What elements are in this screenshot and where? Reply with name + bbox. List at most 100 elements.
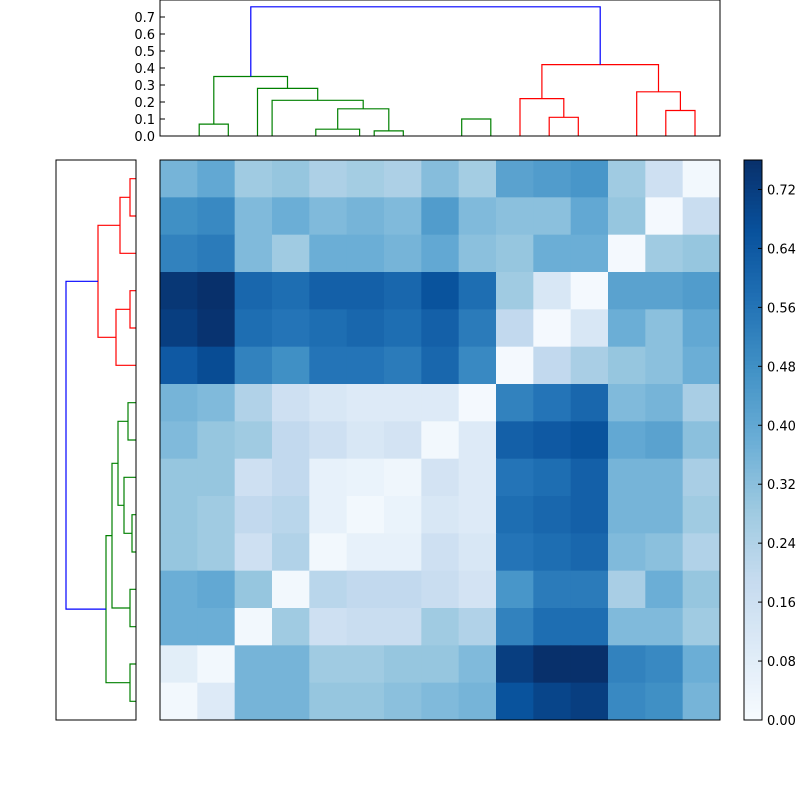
top-dendrogram-frame <box>159 0 721 137</box>
colorbar-band <box>744 656 762 661</box>
colorbar-band <box>744 348 762 353</box>
heatmap-cell <box>346 496 385 534</box>
heatmap-cell <box>458 645 497 684</box>
heatmap-cell <box>197 272 236 310</box>
heatmap-cell <box>346 421 385 460</box>
heatmap-cell <box>160 160 198 198</box>
heatmap-cell <box>645 645 684 684</box>
colorbar-band <box>744 496 762 501</box>
heatmap-cell <box>421 608 460 646</box>
heatmap-cell <box>458 160 497 198</box>
colorbar-band <box>744 164 762 169</box>
heatmap-cell <box>197 608 236 646</box>
heatmap <box>159 159 721 721</box>
heatmap-cell <box>645 346 684 385</box>
heatmap-cell <box>496 608 534 646</box>
heatmap-cell <box>384 682 422 721</box>
heatmap-cell <box>608 645 646 684</box>
colorbar-band <box>744 572 762 577</box>
colorbar-band <box>744 312 762 317</box>
heatmap-cell <box>458 346 497 385</box>
colorbar-band <box>744 384 762 389</box>
heatmap-cell <box>570 234 609 273</box>
heatmap-cell <box>346 272 385 310</box>
colorbar-band <box>744 416 762 421</box>
heatmap-cell <box>458 570 497 609</box>
heatmap-cell <box>608 533 646 572</box>
colorbar-band <box>744 308 762 313</box>
heatmap-cell <box>160 458 198 497</box>
colorbar-band <box>744 268 762 273</box>
colorbar-band <box>744 680 762 685</box>
heatmap-cell <box>458 272 497 310</box>
heatmap-cell <box>496 421 534 460</box>
heatmap-cell <box>234 421 273 460</box>
heatmap-cell <box>608 160 646 198</box>
colorbar-band <box>744 460 762 465</box>
heatmap-cell <box>160 272 198 310</box>
colorbar-band <box>744 684 762 689</box>
heatmap-cell <box>496 570 534 609</box>
heatmap-cell <box>533 234 572 273</box>
colorbar-band <box>744 192 762 197</box>
heatmap-cell <box>160 608 198 646</box>
heatmap-cell <box>346 608 385 646</box>
colorbar-band <box>744 176 762 181</box>
colorbar-band <box>744 432 762 437</box>
heatmap-cell <box>458 197 497 236</box>
colorbar-band <box>744 272 762 277</box>
heatmap-cell <box>570 533 609 572</box>
heatmap-cell <box>421 496 460 534</box>
colorbar-band <box>744 232 762 237</box>
heatmap-cell <box>160 570 198 609</box>
heatmap-cell <box>197 234 236 273</box>
colorbar-band <box>744 352 762 357</box>
heatmap-cell <box>421 645 460 684</box>
colorbar-band <box>744 708 762 713</box>
colorbar-band <box>744 620 762 625</box>
colorbar-band <box>744 380 762 385</box>
heatmap-cell <box>570 197 609 236</box>
heatmap-cell <box>309 458 348 497</box>
top-dendrogram-links <box>198 6 696 136</box>
colorbar-band <box>744 672 762 677</box>
heatmap-cell <box>421 570 460 609</box>
heatmap-cell <box>645 272 684 310</box>
colorbar-tick-label: 0.32 <box>767 478 796 493</box>
colorbar-band <box>744 500 762 505</box>
left-dendrogram-links <box>65 178 136 702</box>
heatmap-cell <box>234 458 273 497</box>
heatmap-cell <box>160 421 198 460</box>
colorbar-band <box>744 464 762 469</box>
heatmap-cell <box>384 496 422 534</box>
heatmap-cell <box>458 421 497 460</box>
top-dendrogram-y-axis: 0.0 0.1 0.2 0.3 0.4 0.5 0.6 0.7 <box>134 11 165 145</box>
heatmap-cell <box>496 533 534 572</box>
colorbar-band <box>744 400 762 405</box>
heatmap-cell <box>570 645 609 684</box>
heatmap-cell <box>309 272 348 310</box>
colorbar-band <box>744 388 762 393</box>
heatmap-cell <box>160 533 198 572</box>
heatmap-cell <box>309 533 348 572</box>
colorbar-band <box>744 284 762 289</box>
colorbar-band <box>744 532 762 537</box>
heatmap-cell <box>346 384 385 422</box>
colorbar-band <box>744 372 762 377</box>
heatmap-cell <box>272 160 310 198</box>
heatmap-cell <box>458 682 497 721</box>
heatmap-cell <box>533 160 572 198</box>
colorbar-band <box>744 280 762 285</box>
heatmap-cell <box>197 384 236 422</box>
colorbar-band <box>744 608 762 613</box>
colorbar-band <box>744 556 762 561</box>
heatmap-cell <box>570 421 609 460</box>
heatmap-cell <box>645 533 684 572</box>
heatmap-cell <box>197 533 236 572</box>
colorbar-band <box>744 652 762 657</box>
heatmap-cell <box>570 160 609 198</box>
colorbar-tick-label: 0.08 <box>767 655 796 670</box>
heatmap-cell <box>533 421 572 460</box>
top-dendrogram-link <box>250 6 601 77</box>
heatmap-cell <box>608 234 646 273</box>
